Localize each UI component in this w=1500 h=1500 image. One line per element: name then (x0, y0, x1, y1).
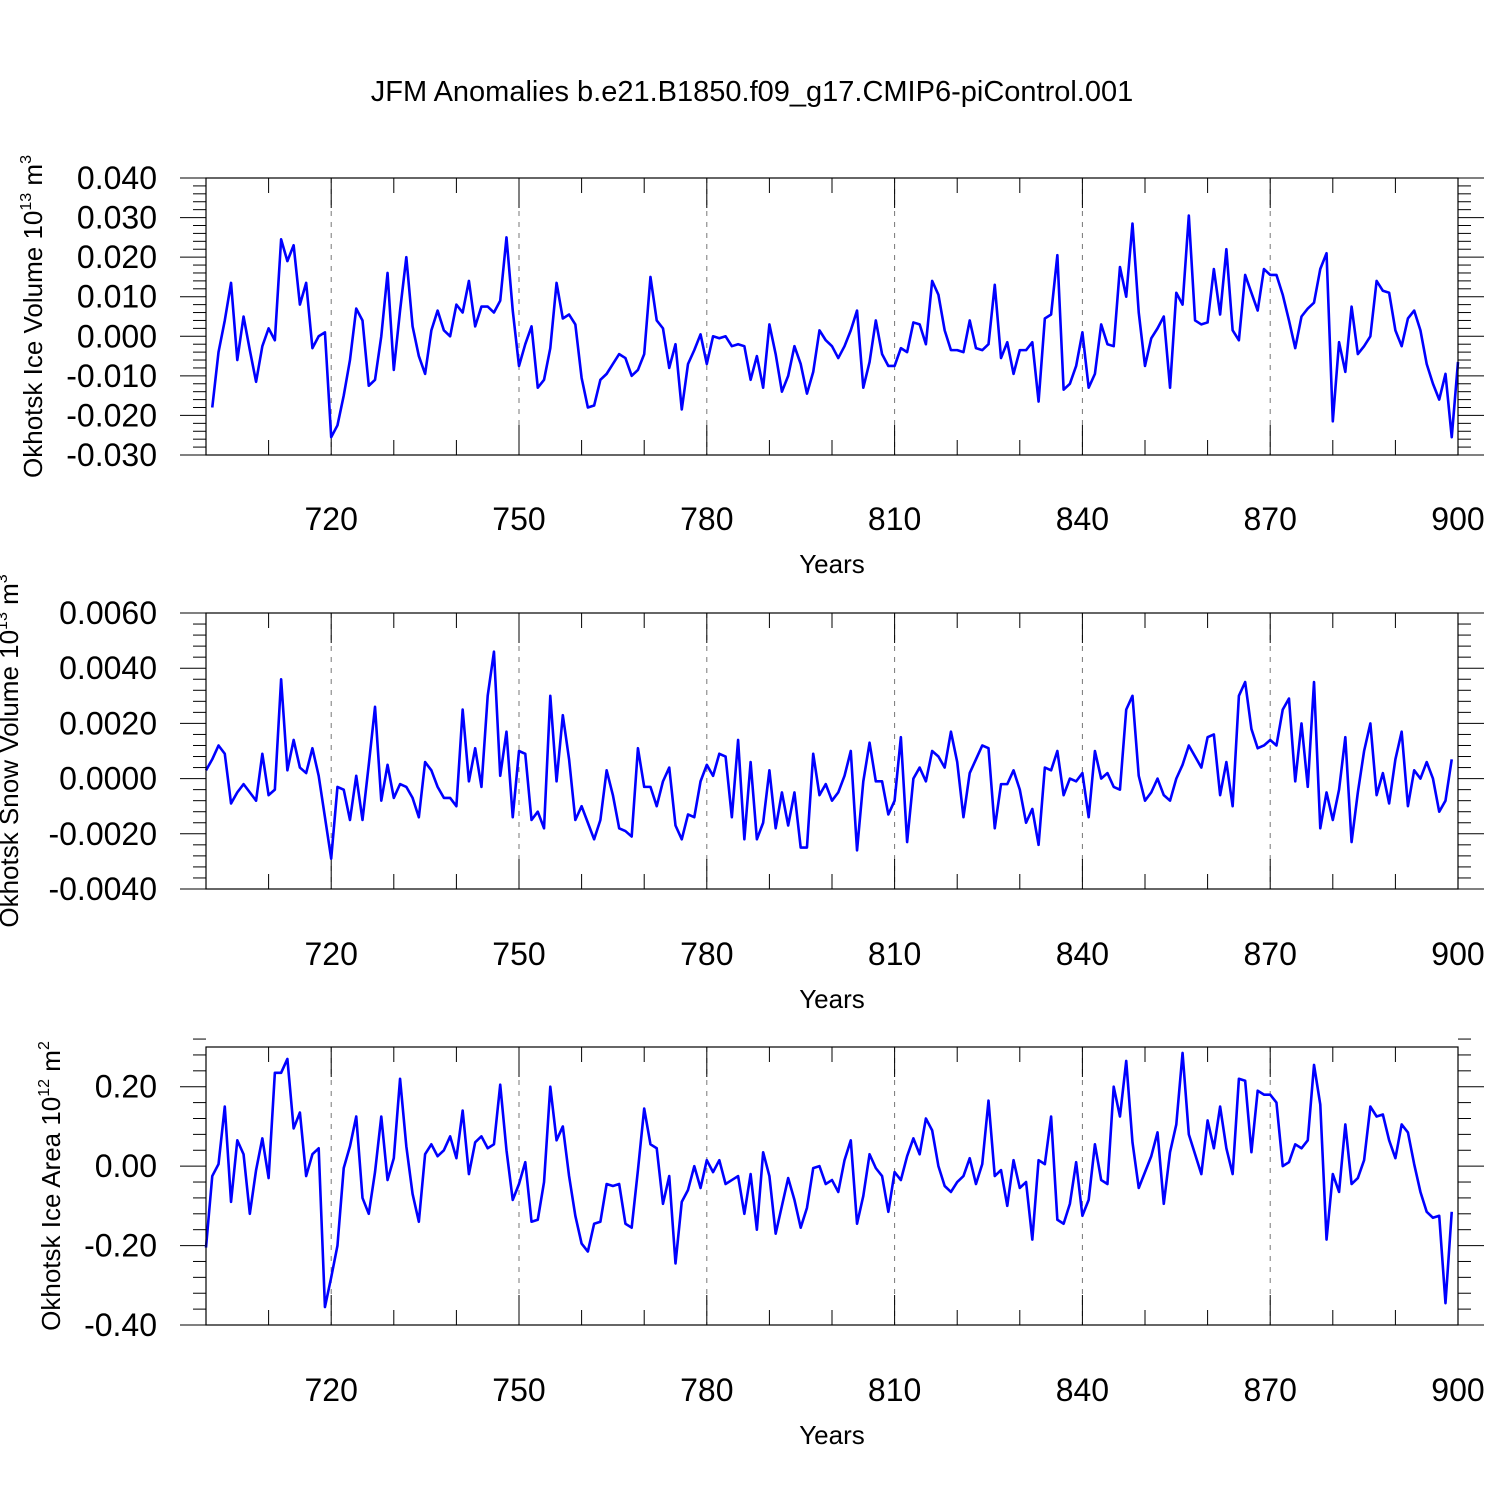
y-tick-label: -0.030 (66, 437, 157, 473)
series-line-ice-area (204, 1051, 1454, 1309)
x-tick-label: 810 (868, 936, 921, 972)
x-tick-label: 900 (1431, 501, 1484, 537)
y-tick-label: 0.010 (77, 279, 157, 315)
y-tick-label: -0.40 (84, 1307, 157, 1343)
y-tick-label: 0.020 (77, 239, 157, 275)
x-tick-label: 720 (305, 501, 358, 537)
series-line-snow-volume (204, 650, 1454, 860)
plot-frame (205, 1046, 1459, 1326)
y-tick-label: 0.0060 (59, 595, 157, 631)
x-tick-label: 870 (1244, 1372, 1297, 1408)
y-tick-label: -0.010 (66, 358, 157, 394)
x-tick-label: 780 (680, 936, 733, 972)
y-tick-label: 0.00 (95, 1148, 157, 1184)
x-tick-label: 840 (1056, 501, 1109, 537)
x-tick-label: 780 (680, 1372, 733, 1408)
x-tick-label: 810 (868, 501, 921, 537)
y-tick-label: 0.030 (77, 200, 157, 236)
x-tick-label: 840 (1056, 1372, 1109, 1408)
plot-frame (205, 612, 1459, 890)
x-axis-label: Years (799, 549, 865, 579)
x-tick-label: 900 (1431, 1372, 1484, 1408)
x-tick-label: 750 (492, 501, 545, 537)
y-axis-label: Okhotsk Snow Volume 1013 m3 (0, 574, 24, 927)
series-line-ice-volume (210, 214, 1460, 439)
y-tick-label: -0.20 (84, 1228, 157, 1264)
x-tick-label: 810 (868, 1372, 921, 1408)
y-axis-label: Okhotsk Ice Area 1012 m2 (36, 1041, 66, 1331)
y-axis-label: Okhotsk Ice Volume 1013 m3 (18, 155, 48, 478)
x-tick-label: 750 (492, 936, 545, 972)
x-tick-label: 900 (1431, 936, 1484, 972)
y-tick-label: 0.20 (95, 1069, 157, 1105)
x-tick-label: 720 (305, 1372, 358, 1408)
y-tick-label: -0.0040 (48, 871, 157, 907)
x-tick-label: 870 (1244, 936, 1297, 972)
y-tick-label: 0.0040 (59, 650, 157, 686)
y-tick-label: -0.0020 (48, 816, 157, 852)
x-tick-label: 750 (492, 1372, 545, 1408)
x-axis-label: Years (799, 984, 865, 1014)
x-tick-label: 870 (1244, 501, 1297, 537)
panel-ice-area: -0.40 -0.20 0.00 0.20 720 750 780 810 840 870 900 Y… (36, 1038, 1485, 1450)
y-tick-label: 0.0000 (59, 761, 157, 797)
y-tick-label: -0.020 (66, 397, 157, 433)
figure-title: JFM Anomalies b.e21.B1850.f09_g17.CMIP6-… (371, 76, 1134, 108)
y-tick-label: 0.040 (77, 160, 157, 196)
x-tick-label: 780 (680, 501, 733, 537)
x-tick-label: 840 (1056, 936, 1109, 972)
x-tick-label: 720 (305, 936, 358, 972)
y-tick-label: 0.000 (77, 318, 157, 354)
panel-snow-volume: -0.0040 -0.0020 0.0000 0.0020 0.0040 0.0060 72… (0, 574, 1485, 1014)
y-tick-label: 0.0020 (59, 705, 157, 741)
plot-frame (205, 177, 1459, 456)
x-axis-label: Years (799, 1420, 865, 1450)
